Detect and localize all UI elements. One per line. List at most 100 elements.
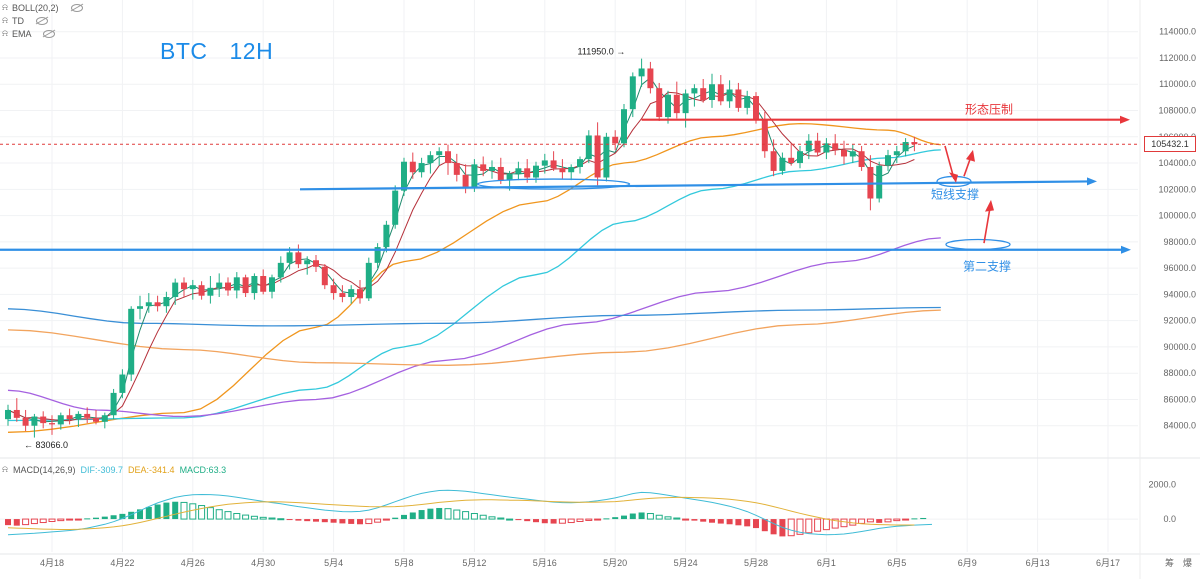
candle	[330, 278, 337, 300]
candle-body	[770, 151, 777, 171]
candle	[858, 145, 865, 171]
price-tick-label: 92000.0	[1163, 316, 1196, 326]
ema-legend[interactable]: ⍾ EMA	[2, 28, 56, 39]
macd-bar	[612, 517, 619, 520]
candle-body	[559, 168, 566, 173]
candle-body	[233, 277, 240, 291]
candle	[84, 407, 91, 424]
candle-body	[277, 262, 284, 278]
hide-eye-icon[interactable]	[43, 29, 56, 38]
price-tick-label: 108000.0	[1158, 106, 1196, 116]
candle	[621, 103, 627, 148]
candle	[348, 285, 355, 304]
candle	[753, 92, 759, 124]
candle-body	[673, 94, 680, 114]
macd-bar	[286, 519, 293, 521]
candle	[409, 152, 416, 179]
candle-body	[717, 84, 724, 102]
candle	[709, 73, 715, 108]
chip-icon[interactable]: 筹	[1164, 558, 1174, 568]
macd-bar	[594, 518, 602, 521]
candle	[13, 398, 20, 422]
macd-bar	[638, 512, 645, 520]
candle-body	[621, 109, 627, 144]
candle	[5, 404, 11, 426]
candle-body	[585, 135, 592, 160]
grid-lines	[0, 0, 1138, 552]
x-tick-label: 5月28	[744, 558, 768, 568]
x-tick-label: 6月1	[817, 558, 836, 568]
low-price-label: ← 83066.0	[24, 440, 68, 450]
x-tick-label: 6月9	[958, 558, 977, 568]
candle-body	[40, 416, 47, 424]
candle-body	[480, 164, 487, 171]
candle-body	[726, 89, 733, 102]
macd-bar	[470, 513, 478, 520]
macd-bar	[154, 504, 161, 520]
boll-legend[interactable]: ⍾ BOLL(20,2)	[2, 2, 83, 13]
candle	[374, 243, 381, 269]
candle-body	[700, 88, 707, 100]
price-tick-label: 96000.0	[1163, 263, 1196, 273]
price-tick-label: 88000.0	[1163, 368, 1196, 378]
macd-bar	[866, 518, 874, 523]
candle	[647, 61, 654, 94]
td-label: TD	[11, 15, 24, 26]
candle-body	[893, 151, 900, 156]
candle	[365, 257, 372, 301]
candle-body	[453, 163, 460, 175]
candle	[137, 295, 143, 320]
candle	[189, 279, 196, 300]
candle-body	[691, 88, 698, 94]
x-tick-label: 6月13	[1026, 558, 1050, 568]
macd-bar	[250, 515, 258, 520]
candle	[805, 134, 812, 160]
resistance-arrowhead	[1120, 115, 1130, 124]
price-tick-label: 86000.0	[1163, 394, 1196, 404]
candle-body	[31, 416, 38, 426]
candle	[612, 130, 619, 150]
macd-bar	[224, 511, 232, 520]
candle	[638, 58, 645, 87]
up-arrowhead	[966, 149, 975, 162]
liquidation-icon[interactable]: 爆	[1182, 558, 1192, 568]
macd-bar	[700, 519, 707, 522]
macd-bar	[506, 518, 514, 521]
candles	[5, 58, 918, 438]
candle-body	[647, 68, 654, 89]
macd-bar	[382, 518, 390, 521]
td-legend[interactable]: ⍾ TD	[2, 15, 48, 26]
down-arrowhead	[949, 172, 958, 183]
macd-bar	[418, 510, 425, 520]
price-tick-label: 98000.0	[1163, 237, 1196, 247]
candle	[357, 279, 363, 304]
macd-bar	[453, 509, 461, 520]
macd-bar	[497, 517, 505, 520]
macd-legend[interactable]: ⍾ MACD(14,26,9) DIF:-309.7 DEA:-341.4 MA…	[2, 464, 226, 475]
macd-bar	[313, 519, 319, 522]
candle-body	[163, 297, 170, 307]
second-support-arrowhead	[1121, 245, 1131, 254]
candle	[489, 160, 495, 179]
candle	[242, 274, 249, 298]
macd-bar	[57, 518, 65, 522]
interval-label: 12H	[229, 38, 274, 64]
ema-line	[7, 122, 941, 433]
hide-eye-icon[interactable]	[35, 16, 48, 25]
candle-body	[383, 224, 390, 248]
candle-body	[823, 143, 830, 153]
macd-bar	[664, 516, 672, 520]
price-tick-label: 90000.0	[1163, 342, 1196, 352]
candle-body	[533, 165, 539, 178]
macd-bar	[163, 502, 170, 520]
hide-eye-icon[interactable]	[70, 3, 83, 12]
macd-bar	[401, 514, 407, 520]
candle	[744, 90, 751, 115]
candle	[902, 138, 909, 157]
macd-bar	[259, 516, 267, 520]
candle-body	[911, 142, 918, 145]
macd-bar	[189, 503, 197, 520]
candle-body	[313, 260, 319, 267]
candle	[550, 151, 557, 171]
